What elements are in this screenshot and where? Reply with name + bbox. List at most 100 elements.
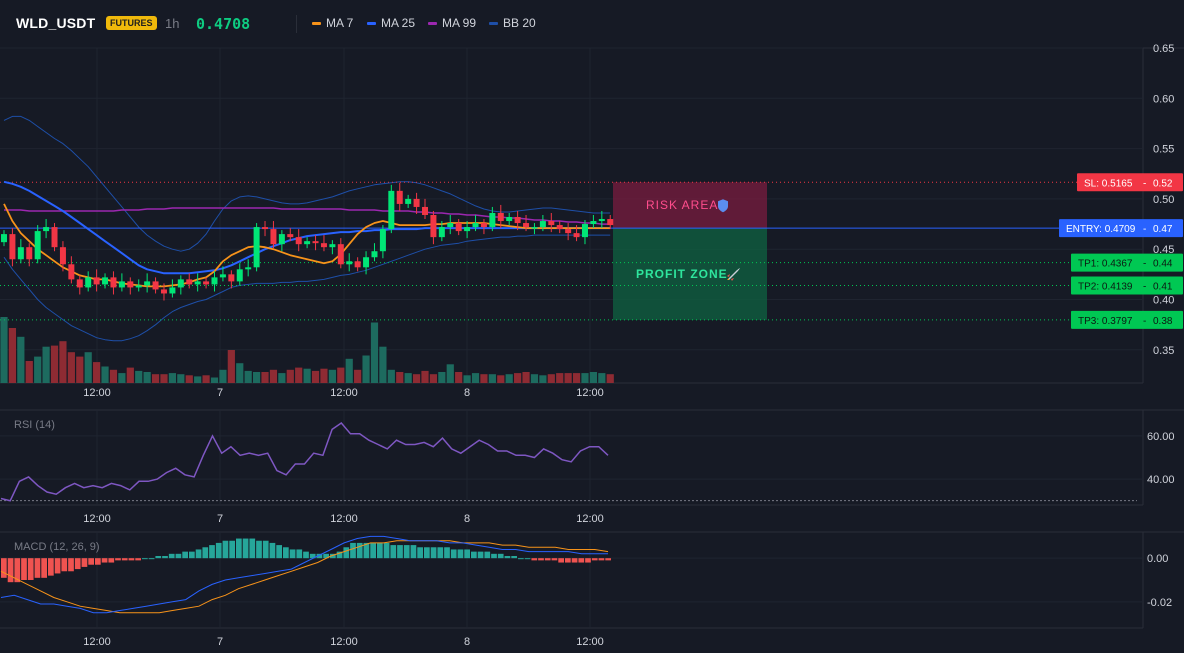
symbol-name[interactable]: WLD_USDT	[16, 15, 96, 31]
risk-area-box[interactable]	[613, 182, 767, 229]
legend-bb20[interactable]: BB 20	[489, 16, 536, 30]
volume-bar	[269, 369, 278, 383]
x-axis-label: 12:00	[83, 387, 111, 399]
tp2-tag-price: 0.41	[1153, 282, 1173, 293]
candle	[464, 221, 471, 239]
legend-ma25[interactable]: MA 25	[367, 16, 415, 30]
candle	[177, 275, 184, 295]
volume-bar	[185, 375, 193, 383]
candle	[262, 221, 269, 237]
volume-bar	[488, 374, 496, 383]
candle-body	[539, 221, 546, 228]
candle-body	[312, 241, 319, 244]
candle-body	[320, 243, 327, 248]
candle	[85, 271, 92, 292]
profit-zone-box[interactable]	[613, 228, 767, 320]
macd-histogram-bar	[249, 538, 256, 559]
tp1-tag-background	[1071, 253, 1183, 272]
volume-bar	[345, 358, 353, 383]
volume-bar	[93, 362, 101, 383]
tp1-tag[interactable]: TP1: 0.4367 0.44 -	[1071, 253, 1183, 272]
volume-bar	[219, 369, 227, 383]
volume-bar	[25, 361, 33, 383]
volume-bar	[438, 372, 446, 383]
volume-bar	[151, 374, 160, 383]
volume-bar	[227, 350, 235, 383]
x-axis-label: 7	[217, 387, 223, 399]
volume-bar	[404, 373, 412, 383]
candle-body	[329, 244, 336, 248]
macd-histogram-bar	[88, 558, 94, 565]
candle-body	[186, 279, 193, 285]
macd-histogram-bar	[437, 547, 444, 559]
candle	[26, 243, 33, 267]
legend-ma99[interactable]: MA 99	[428, 16, 476, 30]
macd-histogram-bar	[457, 549, 464, 559]
macd-histogram-bar	[148, 558, 155, 560]
volume-bar	[0, 317, 8, 383]
bb-lower-line	[3, 234, 611, 342]
candle	[253, 223, 260, 272]
macd-histogram-bar	[283, 547, 289, 559]
x-axis-label: 12:00	[83, 636, 111, 648]
sl-tag-label: SL: 0.5165	[1084, 178, 1133, 189]
candle-body	[85, 277, 92, 288]
candle	[144, 273, 151, 293]
candle	[531, 223, 538, 235]
volume-bar	[126, 367, 134, 383]
sl-tag[interactable]: SL: 0.5165 0.52 -	[1077, 173, 1183, 192]
x-axis-label: 7	[217, 513, 223, 525]
candle	[455, 219, 462, 236]
candle-body	[295, 237, 302, 245]
macd-histogram-bar	[202, 547, 209, 559]
macd-histogram-bar	[309, 553, 316, 559]
macd-histogram-bar	[115, 558, 121, 561]
macd-title: MACD (12, 26, 9)	[14, 541, 100, 553]
macd-histogram-bar	[397, 545, 403, 559]
candle-body	[422, 206, 428, 215]
macd-histogram-bar	[430, 547, 437, 559]
volume-bar	[522, 372, 530, 383]
candle-body	[194, 281, 201, 285]
candle	[160, 283, 167, 301]
legend-ma7-label: MA 7	[326, 16, 354, 30]
legend-ma25-swatch	[367, 21, 376, 25]
candle	[135, 279, 142, 292]
candle-body	[607, 219, 614, 226]
macd-histogram-bar	[403, 545, 410, 559]
candle	[186, 273, 193, 289]
entry-tag-background	[1059, 219, 1183, 238]
last-price: 0.4708	[196, 15, 251, 33]
volume-bar	[194, 376, 202, 383]
volume-bar	[505, 374, 513, 383]
macd-histogram-bar	[585, 558, 591, 563]
macd-histogram-bar	[155, 556, 162, 559]
macd-histogram-bar	[551, 558, 558, 561]
entry-tag[interactable]: ENTRY: 0.4709 0.47 -	[1059, 219, 1183, 238]
candle-body	[211, 277, 218, 285]
tp2-tag[interactable]: TP2: 0.4139 0.41 -	[1071, 276, 1183, 295]
header-divider	[296, 15, 297, 33]
macd-histogram-bar	[598, 558, 605, 561]
timeframe-label[interactable]: 1h	[165, 16, 180, 31]
macd-histogram-bar	[48, 558, 54, 576]
candle-body	[135, 285, 142, 288]
tp2-tag-background	[1071, 276, 1183, 295]
price-axis-label: 0.55	[1153, 144, 1174, 156]
macd-axis-label: -0.02	[1147, 597, 1172, 609]
macd-histogram-bar	[74, 558, 81, 570]
macd-histogram-bar	[471, 551, 477, 559]
tp3-tag[interactable]: TP3: 0.3797 0.38 -	[1071, 310, 1183, 329]
candle	[320, 235, 327, 252]
candle-body	[363, 257, 370, 268]
volume-bar	[547, 374, 555, 383]
tp2-tag-label: TP2: 0.4139	[1078, 282, 1133, 293]
macd-histogram-bar	[1, 558, 7, 578]
candle	[51, 223, 58, 252]
legend-ma7[interactable]: MA 7	[312, 16, 353, 30]
macd-histogram-bar	[350, 542, 356, 559]
volume-bar	[564, 373, 572, 383]
macd-histogram-bar	[450, 549, 457, 559]
candle-body	[598, 219, 605, 222]
